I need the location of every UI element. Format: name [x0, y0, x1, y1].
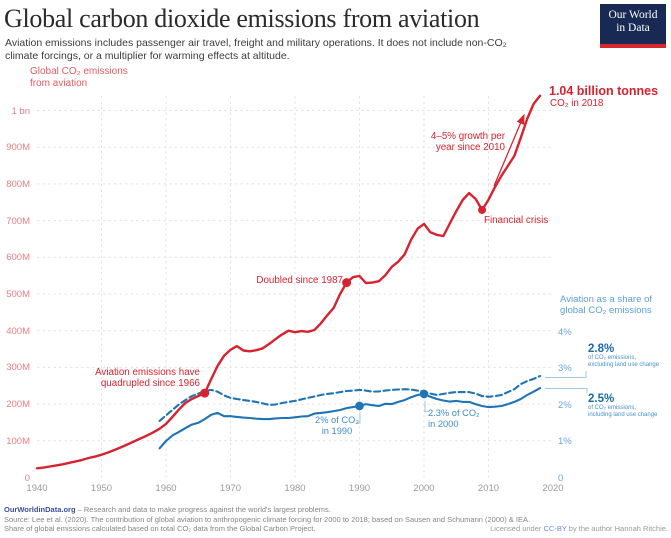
y-left-tick-label: 800M	[6, 178, 30, 190]
right-axis-title: Aviation as a share of global CO₂ emissi…	[560, 294, 653, 316]
y-right-tick-label: 4%	[558, 326, 572, 338]
x-axis-tick-label: 1980	[284, 483, 306, 494]
marker-dot-1988	[342, 278, 352, 288]
y-right-tick-label: 0	[558, 472, 564, 484]
data-point-markers	[200, 205, 487, 411]
y-left-tick-label: 300M	[6, 362, 30, 374]
left-axis-title: Global CO₂ emissions from aviation	[30, 66, 128, 89]
annotation-financial-crisis: Financial crisis	[484, 215, 549, 226]
page-title: Global carbon dioxide emissions from avi…	[4, 4, 480, 33]
marker-dot-2000	[419, 389, 429, 399]
license-prefix: Licensed under	[490, 524, 544, 533]
callout-share-excluding-value: 2.8%	[588, 343, 615, 355]
y-left-tick-label: 100M	[6, 435, 30, 447]
data-series-lines	[35, 94, 542, 470]
x-axis-tick-label: 1960	[155, 483, 177, 494]
y-left-tick-label: 1 bn	[11, 105, 31, 117]
share-excluding-land-use-line	[158, 374, 542, 422]
callout-share-including-desc: of CO₂ emissions, including land use cha…	[588, 405, 658, 418]
annotation-doubled-1987: Doubled since 1987	[256, 275, 343, 286]
annotation-end-value: 1.04 billion tonnes	[549, 84, 659, 98]
annotation-end-value-sub: CO₂ in 2018	[550, 98, 604, 109]
growth-arrow-icon	[493, 113, 525, 187]
ccby-license-link[interactable]: CC-BY	[543, 524, 567, 533]
owid-logo-line1: Our World	[608, 9, 658, 21]
annotation-quadrupled-1966: Aviation emissions have quadrupled since…	[95, 367, 200, 390]
y-left-tick-label: 600M	[6, 252, 30, 264]
callout-share-including-value: 2.5%	[588, 393, 615, 405]
annotation-share-1990: 2% of CO₂ in 1990	[315, 415, 359, 436]
x-axis-tick-label: 2020	[542, 483, 564, 494]
owid-logo-line2: in Data	[616, 22, 650, 34]
chart-subtitle: Aviation emissions includes passenger ai…	[5, 37, 507, 62]
gridlines	[37, 96, 553, 478]
annotation-growth-since-2010: 4–5% growth per year since 2010	[430, 131, 505, 154]
y-left-tick-label: 500M	[6, 289, 30, 300]
license-suffix: by the author Hannah Ritchie.	[566, 524, 668, 533]
x-axis-tick-label: 1990	[348, 483, 371, 494]
share-including-land-use-line	[158, 387, 542, 450]
callout-share-excluding-desc: of CO₂ emissions, excluding land use cha…	[588, 355, 660, 368]
marker-dot-1966	[200, 388, 210, 398]
x-axis-tick-label: 1970	[219, 483, 242, 494]
x-axis-tick-label: 2000	[413, 483, 435, 494]
y-left-tick-label: 700M	[6, 215, 30, 227]
y-right-tick-label: 3%	[558, 363, 572, 374]
footer-source: Source: Lee et al. (2020). The contribut…	[4, 515, 531, 524]
owid-logo[interactable]: Our World in Data	[600, 4, 666, 48]
x-axis-tick-label: 2010	[477, 483, 500, 494]
owid-site-link[interactable]: OurWorldinData.org	[4, 505, 76, 514]
marker-dot-2009	[478, 205, 487, 214]
emissions-line	[35, 94, 542, 470]
footer-note: Share of global emissions calculated bas…	[4, 524, 316, 533]
marker-dot-1990	[355, 401, 364, 411]
footer-tagline-row: OurWorldinData.org – Research and data t…	[4, 505, 331, 514]
y-left-tick-label: 200M	[6, 399, 30, 411]
footer-tagline: – Research and data to make progress aga…	[75, 505, 331, 514]
y-left-tick-label: 0	[24, 472, 30, 484]
annotation-share-2000: 2.3% of CO₂ in 2000	[428, 408, 480, 429]
x-axis-tick-label: 1940	[26, 483, 48, 494]
y-left-tick-label: 400M	[6, 325, 30, 337]
footer-license-row: Licensed under CC-BY by the author Hanna…	[490, 524, 668, 533]
y-left-tick-label: 900M	[6, 142, 30, 154]
y-right-tick-label: 1%	[558, 436, 572, 447]
x-axis-tick-label: 1950	[90, 483, 113, 494]
callout-connector-lines	[357, 371, 588, 424]
y-right-tick-label: 2%	[558, 399, 572, 411]
